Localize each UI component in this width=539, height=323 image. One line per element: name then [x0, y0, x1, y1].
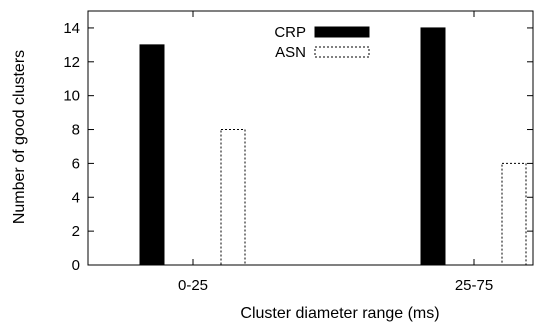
legend: CRP ASN	[274, 24, 370, 61]
y-tick-label: 12	[63, 54, 80, 71]
y-axis-label: Number of good clusters	[11, 50, 28, 224]
y-tick-label: 6	[72, 155, 80, 172]
legend-label-crp: CRP	[274, 24, 306, 41]
y-tick-label: 2	[72, 223, 80, 240]
legend-swatch-asn	[314, 46, 370, 58]
bar-crp-0-25	[139, 44, 165, 266]
legend-label-asn: ASN	[275, 44, 306, 61]
bar-asn-0-25	[220, 129, 246, 266]
legend-swatch-crp	[314, 26, 370, 38]
y-tick-label: 14	[63, 20, 80, 37]
plot-frame	[87, 10, 534, 266]
bar-asn-25-75	[501, 162, 527, 266]
y-tick-label: 4	[72, 189, 80, 206]
bar-crp-25-75	[420, 27, 446, 266]
plot-area	[139, 27, 527, 266]
y-tick-label: 8	[72, 122, 80, 139]
x-tick-label: 0-25	[178, 277, 208, 294]
y-tick-label: 10	[63, 88, 80, 105]
x-axis-label: Cluster diameter range (ms)	[240, 305, 439, 322]
axes: 0 2 4 6 8 10 12 14 0-25 25-75	[63, 10, 534, 294]
x-tick-label: 25-75	[455, 277, 493, 294]
y-tick-label: 0	[72, 257, 80, 274]
